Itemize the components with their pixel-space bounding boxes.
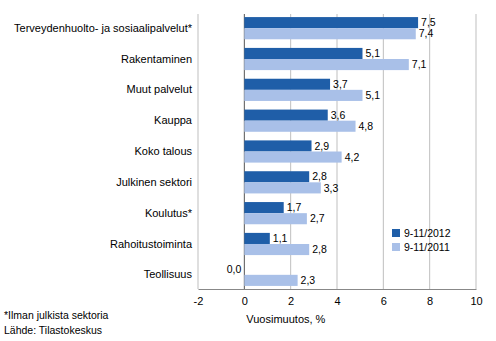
legend: 9-11/2012 9-11/2011 <box>392 227 451 253</box>
category-label: Rakentaminen <box>121 53 192 65</box>
bar <box>244 264 245 275</box>
tick-label: 6 <box>381 295 387 307</box>
bar <box>244 121 355 132</box>
bar <box>244 28 415 39</box>
category-label: Julkinen sektori <box>116 176 192 188</box>
category-label: Muut palvelut <box>127 83 192 95</box>
data-label: 5,1 <box>365 47 380 59</box>
category-tick: Rahoitustoiminta <box>110 238 194 250</box>
data-label: 3,7 <box>333 78 348 90</box>
x-axis: -2 0 2 4 6 8 10 <box>194 289 483 307</box>
tick: 0 <box>242 289 248 307</box>
category-tick: Muut palvelut <box>127 83 194 95</box>
data-label: 7,4 <box>419 27 434 39</box>
category-label: Teollisuus <box>144 268 193 280</box>
bar <box>244 171 309 182</box>
category-label: Koulutus* <box>145 207 193 219</box>
category-label: Terveydenhuolto- ja sosiaalipalvelut* <box>14 22 193 34</box>
tick: 10 <box>470 289 482 307</box>
tick: 8 <box>427 289 433 307</box>
category-tick: Julkinen sektori <box>116 176 194 188</box>
bar <box>244 213 307 224</box>
bar <box>244 182 320 193</box>
tick-label: -2 <box>194 295 204 307</box>
y-axis: Terveydenhuolto- ja sosiaalipalvelut* Rak… <box>14 22 194 281</box>
data-label: 1,7 <box>287 201 302 213</box>
legend-swatch <box>392 243 400 251</box>
bar <box>244 152 341 163</box>
category-tick: Rakentaminen <box>121 53 194 65</box>
data-label: 2,7 <box>310 212 325 224</box>
bar <box>244 244 309 255</box>
plot: 7,55,13,73,62,92,81,71,10,07,47,15,14,84… <box>14 14 483 307</box>
tick-label: 10 <box>470 295 482 307</box>
category-tick: Kauppa <box>154 114 194 126</box>
axis-title: Vuosimuutos, % <box>246 313 325 325</box>
grid-line <box>198 14 199 289</box>
grid-line <box>383 14 384 289</box>
category-tick: Koulutus* <box>145 207 194 219</box>
legend-label: 9-11/2011 <box>404 241 450 253</box>
tick: 4 <box>334 289 340 307</box>
bar <box>244 202 283 213</box>
category-tick: Terveydenhuolto- ja sosiaalipalvelut* <box>14 22 194 34</box>
data-label: 4,8 <box>359 120 374 132</box>
bar <box>244 48 362 59</box>
axis-line <box>199 289 477 290</box>
chart: 7,55,13,73,62,92,81,71,10,07,47,15,14,84… <box>0 0 496 341</box>
data-label: 5,1 <box>365 89 380 101</box>
legend-item: 9-11/2011 <box>392 241 450 253</box>
data-label: 2,8 <box>312 243 327 255</box>
bar <box>244 275 297 286</box>
bar <box>244 140 311 151</box>
data-label: 7,1 <box>412 58 427 70</box>
bars <box>244 17 418 286</box>
category-tick: Teollisuus <box>144 268 194 280</box>
data-label: 1,1 <box>273 232 288 244</box>
legend-label: 9-11/2012 <box>404 227 451 239</box>
data-label: 0,0 <box>227 263 242 275</box>
bar <box>244 59 408 70</box>
annotation: Lähde: Tilastokeskus <box>4 324 102 336</box>
bar <box>244 110 327 121</box>
category-label: Rahoitustoiminta <box>110 238 193 250</box>
grid <box>198 14 476 289</box>
bar <box>244 79 330 90</box>
tick-label: 2 <box>288 295 294 307</box>
tick-label: 4 <box>334 295 340 307</box>
legend-item: 9-11/2012 <box>392 227 451 239</box>
legend-swatch <box>392 229 400 237</box>
data-label: 3,6 <box>331 109 346 121</box>
tick: 6 <box>381 289 387 307</box>
tick: 2 <box>288 289 294 307</box>
bar <box>244 17 418 28</box>
category-tick: Koko talous <box>135 145 194 157</box>
tick: -2 <box>194 289 204 307</box>
data-label: 4,2 <box>345 151 360 163</box>
data-label: 2,3 <box>301 274 316 286</box>
grid-line <box>476 14 477 289</box>
data-label: 3,3 <box>324 182 339 194</box>
category-label: Kauppa <box>154 114 193 126</box>
bar <box>244 233 269 244</box>
bar <box>244 90 362 101</box>
annotation: *Ilman julkista sektoria <box>4 309 109 321</box>
tick-label: 8 <box>427 295 433 307</box>
data-label: 2,9 <box>315 140 330 152</box>
tick-label: 0 <box>242 295 248 307</box>
category-label: Koko talous <box>135 145 193 157</box>
